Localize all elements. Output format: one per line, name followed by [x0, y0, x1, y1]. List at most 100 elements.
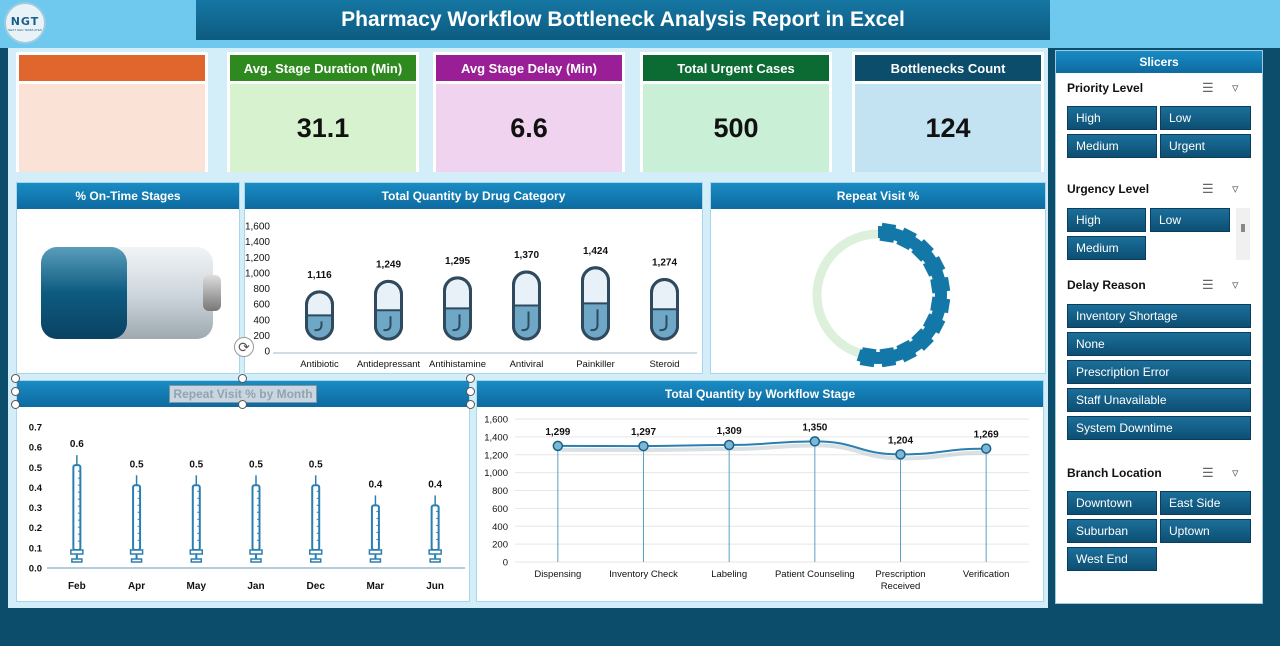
y-tick-label: 1,600 — [484, 415, 508, 426]
multi-select-icon[interactable]: ☰ — [1202, 465, 1214, 480]
x-tick-label: Labeling — [711, 569, 747, 580]
x-tick-label: Prescription — [875, 569, 925, 580]
drug-category-chart[interactable]: Total Quantity by Drug Category 0 200 400 6… — [244, 182, 703, 374]
x-tick-label: Apr — [128, 581, 145, 592]
data-label: 1,297 — [631, 427, 656, 438]
resize-handle-bottom-right[interactable] — [466, 400, 475, 409]
y-tick-label: 1,000 — [245, 268, 270, 279]
slicer-item-east-side[interactable]: East Side — [1160, 491, 1251, 515]
resize-handle-left[interactable] — [11, 387, 20, 396]
data-label: 1,116 — [307, 270, 332, 281]
kpi-card-bottlenecks-count[interactable]: Bottlenecks Count 124 — [852, 52, 1044, 172]
y-tick-label: 600 — [492, 504, 508, 515]
x-tick-label: Mar — [367, 581, 385, 592]
slicer-item-downtown[interactable]: Downtown — [1067, 491, 1157, 515]
resize-handle-bottom[interactable] — [238, 400, 247, 409]
resize-handle-top[interactable] — [238, 374, 247, 383]
clear-filter-icon[interactable]: ▿ — [1232, 181, 1239, 196]
slicer-item-inventory-shortage[interactable]: Inventory Shortage — [1067, 304, 1251, 328]
pill-bar — [653, 309, 676, 338]
rotate-handle-icon[interactable]: ⟳ — [234, 337, 254, 357]
slicer-item-system-downtime[interactable]: System Downtime — [1067, 416, 1251, 440]
kpi-card-avg-stage-duration[interactable]: Avg. Stage Duration (Min) 31.1 — [227, 52, 419, 172]
slicer-item-priority-low[interactable]: Low — [1160, 106, 1251, 130]
pill-highlight — [383, 316, 392, 332]
repeat-by-month-chart[interactable]: Repeat Visit % by Month 0.0 0.1 0.2 0.3 0.4 0… — [16, 380, 470, 602]
x-tick-label: Dispensing — [534, 569, 581, 580]
multi-select-icon[interactable]: ☰ — [1202, 181, 1214, 196]
y-tick-label: 0 — [264, 347, 270, 358]
clear-filter-icon[interactable]: ▿ — [1232, 465, 1239, 480]
slicer-item-urgency-low[interactable]: Low — [1150, 208, 1230, 232]
kpi-card-avg-stage-delay[interactable]: Avg Stage Delay (Min) 6.6 — [433, 52, 625, 172]
data-label: 1,424 — [583, 246, 608, 257]
y-tick-label: 400 — [492, 522, 508, 533]
y-tick-label: 0.1 — [29, 543, 43, 554]
y-tick-label: 0.0 — [29, 564, 42, 575]
y-tick-label: 0 — [503, 558, 508, 569]
x-tick-label: Antihistamine — [429, 359, 486, 370]
slicer-scrollbar[interactable] — [1236, 208, 1250, 260]
data-label: 0.4 — [428, 479, 442, 490]
x-tick-label: Received — [881, 581, 921, 592]
data-label: 1,249 — [376, 259, 401, 270]
slicer-title-urgency-level: Urgency Level — [1067, 182, 1150, 196]
kpi-card-blank[interactable] — [16, 52, 208, 172]
slicer-item-west-end[interactable]: West End — [1067, 547, 1157, 571]
page-title: Pharmacy Workflow Bottleneck Analysis Re… — [341, 8, 905, 31]
slicer-item-uptown[interactable]: Uptown — [1160, 519, 1251, 543]
clear-filter-icon[interactable]: ▿ — [1232, 277, 1239, 292]
resize-handle-top-left[interactable] — [11, 374, 20, 383]
data-label: 1,309 — [717, 426, 742, 437]
slicer-item-suburban[interactable]: Suburban — [1067, 519, 1157, 543]
resize-handle-top-right[interactable] — [466, 374, 475, 383]
slicer-title-branch-location: Branch Location — [1067, 466, 1162, 480]
chart-title: Total Quantity by Workflow Stage — [477, 381, 1043, 407]
data-label: 1,269 — [974, 430, 999, 441]
y-tick-label: 0.3 — [29, 503, 42, 514]
syringe-barrel — [430, 504, 440, 552]
clear-filter-icon[interactable]: ▿ — [1232, 80, 1239, 95]
multi-select-icon[interactable]: ☰ — [1202, 277, 1214, 292]
slicer-item-priority-urgent[interactable]: Urgent — [1160, 134, 1251, 158]
resize-handle-right[interactable] — [466, 387, 475, 396]
data-point — [723, 439, 735, 451]
y-tick-label: 1,200 — [484, 450, 508, 461]
pill-highlight — [659, 315, 668, 332]
pill-highlight — [590, 309, 599, 332]
syringe-collar — [189, 549, 204, 555]
scrollbar-thumb[interactable] — [1241, 224, 1245, 232]
repeat-visit-gauge — [812, 222, 951, 368]
kpi-card-total-urgent-cases[interactable]: Total Urgent Cases 500 — [640, 52, 832, 172]
slicer-item-priority-medium[interactable]: Medium — [1067, 134, 1157, 158]
repeat-visit-chart[interactable]: Repeat Visit % — [710, 182, 1046, 374]
slicer-item-priority-high[interactable]: High — [1067, 106, 1157, 130]
pill-bar — [308, 315, 331, 338]
slicer-item-staff-unavailable[interactable]: Staff Unavailable — [1067, 388, 1251, 412]
kpi-value — [19, 84, 205, 172]
on-time-stages-chart[interactable]: % On-Time Stages — [16, 182, 240, 374]
data-label: 0.4 — [368, 479, 382, 490]
slicer-item-none[interactable]: None — [1067, 332, 1251, 356]
logo: NGT NEXT GEN TEMPLATES — [4, 2, 46, 44]
slicer-item-urgency-medium[interactable]: Medium — [1067, 236, 1146, 260]
syringe-barrel — [370, 504, 380, 552]
slicer-item-prescription-error[interactable]: Prescription Error — [1067, 360, 1251, 384]
pill-bar — [584, 303, 607, 338]
logo-text: NGT — [10, 14, 40, 28]
kpi-value: 31.1 — [230, 84, 416, 172]
slicers-title: Slicers — [1056, 51, 1262, 73]
slicer-item-urgency-high[interactable]: High — [1067, 208, 1146, 232]
y-tick-label: 0.7 — [29, 423, 42, 434]
multi-select-icon[interactable]: ☰ — [1202, 80, 1214, 95]
data-label: 0.5 — [309, 459, 323, 470]
y-tick-label: 0.2 — [29, 523, 42, 534]
y-tick-label: 1,000 — [484, 468, 508, 479]
workflow-stage-chart[interactable]: Total Quantity by Workflow Stage 0 200 400… — [476, 380, 1044, 602]
syringe-plunger-head — [429, 558, 441, 563]
syringe-collar — [249, 549, 263, 555]
pill-bar — [377, 310, 400, 338]
battery-fill — [41, 247, 127, 339]
resize-handle-bottom-left[interactable] — [11, 400, 20, 409]
data-label: 1,370 — [514, 250, 539, 261]
